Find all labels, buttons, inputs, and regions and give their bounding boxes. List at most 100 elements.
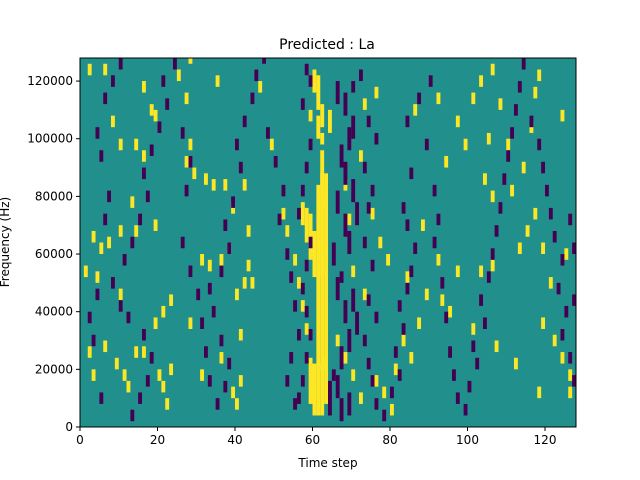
heatmap-cell-low xyxy=(91,334,96,347)
heatmap-cell-high xyxy=(362,98,367,110)
heatmap-cell-low xyxy=(537,138,542,151)
heatmap-cell-high xyxy=(161,380,166,393)
heatmap-cell-high xyxy=(235,398,239,410)
heatmap-cell-high xyxy=(359,150,363,162)
heatmap-cell-low xyxy=(455,392,460,404)
heatmap-cell-high xyxy=(541,317,546,329)
heatmap-cell-high xyxy=(444,156,449,168)
heatmap-cell-low xyxy=(370,184,375,197)
heatmap-cell-low xyxy=(308,138,313,151)
heatmap-cell-high xyxy=(297,277,301,289)
y-tick-label: 20000 xyxy=(35,362,73,376)
heatmap-cell-low xyxy=(254,69,259,82)
heatmap-cell-low xyxy=(475,357,480,370)
heatmap-cell-low xyxy=(138,213,143,226)
heatmap-cell-low xyxy=(351,81,356,93)
heatmap-cell-low xyxy=(149,144,154,157)
heatmap-cell-low xyxy=(331,242,336,266)
x-axis: 0 20 40 60 80 100 120 xyxy=(76,427,556,447)
heatmap-cell-low xyxy=(304,352,309,364)
heatmap-cell-high xyxy=(552,334,557,347)
heatmap-cell-low xyxy=(351,115,356,139)
heatmap-cell-low xyxy=(529,115,534,128)
heatmap-cell-high xyxy=(87,63,92,76)
heatmap-cell-low xyxy=(145,190,150,203)
heatmap-cell-high xyxy=(192,167,197,180)
heatmap-cell-high xyxy=(142,81,146,93)
heatmap-cell-high xyxy=(293,254,298,266)
heatmap-cell-low xyxy=(347,328,352,353)
heatmap-cell-low xyxy=(374,311,379,324)
heatmap-cell-low xyxy=(366,202,371,214)
heatmap-cell-low xyxy=(359,69,363,82)
heatmap-cell-low xyxy=(289,271,294,283)
heatmap-cell-low xyxy=(351,288,356,312)
heatmap-cell-low xyxy=(219,334,224,347)
heatmap-cell-high xyxy=(525,225,530,237)
heatmap-cell-high xyxy=(184,156,189,168)
heatmap-cell-low xyxy=(370,259,375,272)
heatmap-cell-high xyxy=(320,363,325,416)
heatmap-cell-low xyxy=(289,352,294,364)
heatmap-cell-high xyxy=(134,225,139,237)
heatmap-cell-high xyxy=(378,236,383,249)
heatmap-cell-high xyxy=(157,369,162,381)
heatmap-cell-low xyxy=(235,138,239,151)
heatmap-cell-high xyxy=(328,109,332,133)
heatmap-cell-high xyxy=(486,132,491,145)
heatmap-cell-high xyxy=(204,173,208,185)
heatmap-cell-low xyxy=(184,184,189,197)
heatmap-cell-high xyxy=(103,63,108,76)
heatmap-cell-high xyxy=(118,288,123,301)
heatmap-cell-high xyxy=(510,184,515,197)
heatmap-cell-high xyxy=(142,346,146,358)
heatmap-cell-low xyxy=(149,352,154,364)
heatmap-cell-high xyxy=(281,207,286,220)
heatmap-cell-high xyxy=(324,173,329,208)
heatmap-cell-high xyxy=(188,58,193,64)
heatmap-cell-low xyxy=(180,236,185,249)
heatmap-cell-low xyxy=(300,282,305,295)
heatmap-cell-low xyxy=(343,92,348,116)
heatmap-cell-low xyxy=(335,375,340,399)
plot-frame xyxy=(79,57,577,428)
heatmap-cell-high xyxy=(362,288,367,301)
heatmap-cell-high xyxy=(91,369,96,381)
heatmap-cell-low xyxy=(405,219,410,231)
heatmap-cell-low xyxy=(262,58,267,64)
heatmap-cell-high xyxy=(401,334,406,347)
plot-area xyxy=(79,57,577,428)
heatmap-cell-low xyxy=(308,236,313,249)
heatmap-cell-low xyxy=(157,121,162,133)
heatmap-cell-low xyxy=(165,98,170,110)
heatmap-cell-low xyxy=(223,380,228,393)
y-axis-label: Frequency (Hz) xyxy=(0,197,12,288)
heatmap-cell-high xyxy=(114,357,119,370)
heatmap-cell-low xyxy=(355,311,360,335)
heatmap-cell-low xyxy=(440,277,445,289)
heatmap-cell-high xyxy=(386,254,391,266)
heatmap-cell-low xyxy=(204,346,208,358)
heatmap-cell-high xyxy=(231,386,236,399)
heatmap-cell-low xyxy=(471,340,476,353)
heatmap-cell-low xyxy=(242,115,247,128)
heatmap-cell-high xyxy=(107,236,112,249)
heatmap-cell-low xyxy=(409,265,414,278)
heatmap-cell-low xyxy=(111,277,115,289)
heatmap-cell-low xyxy=(250,92,255,105)
y-tick-label: 40000 xyxy=(35,305,73,319)
heatmap-cell-low xyxy=(188,156,193,168)
heatmap-cell-high xyxy=(324,357,329,404)
heatmap-cell-low xyxy=(238,161,243,174)
heatmap-cell-high xyxy=(316,75,321,110)
heatmap-cell-low xyxy=(498,202,503,214)
x-tick-label: 40 xyxy=(227,433,242,447)
heatmap-cell-high xyxy=(537,69,542,82)
heatmap-cell-high xyxy=(440,294,445,306)
heatmap-cell-low xyxy=(483,317,487,329)
heatmap-cell-low xyxy=(335,277,340,301)
heatmap-cell-low xyxy=(215,398,220,410)
heatmap-cell-low xyxy=(405,115,410,128)
heatmap-cell-low xyxy=(293,398,298,410)
heatmap-cell-low xyxy=(355,202,360,226)
